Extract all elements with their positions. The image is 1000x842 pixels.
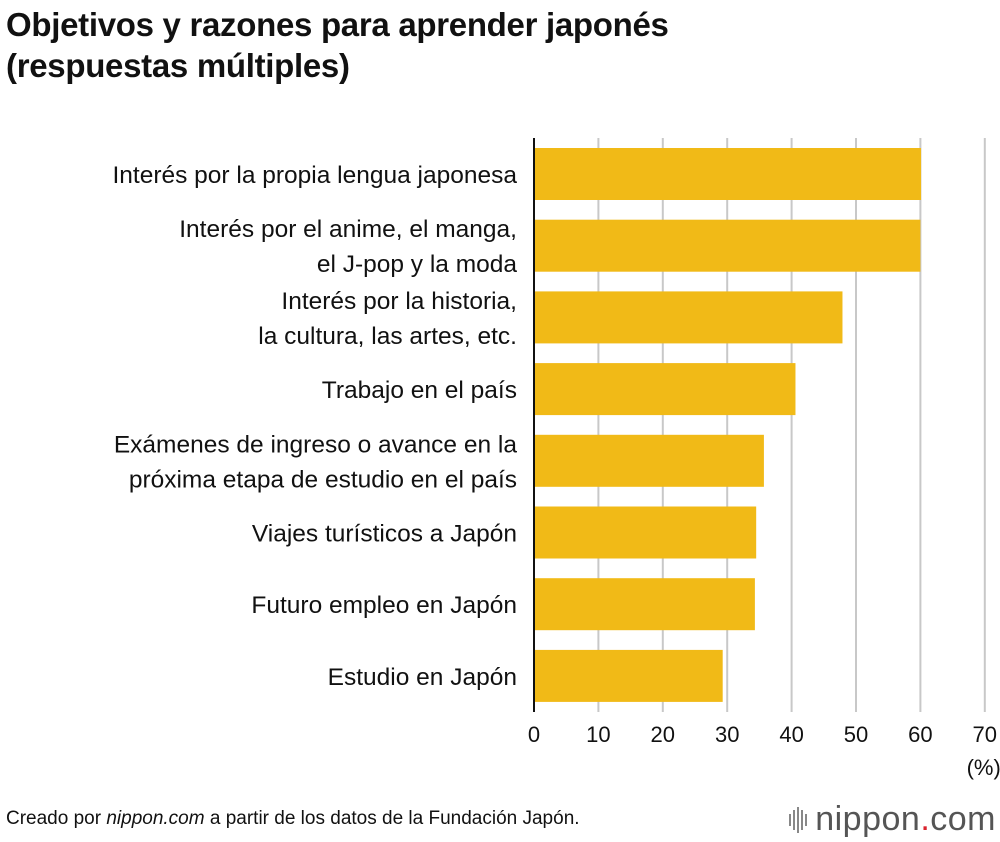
x-tick-70: 70 — [973, 722, 997, 747]
category-label-8-line-1: Estudio en Japón — [328, 664, 517, 691]
source-site: nippon.com — [106, 808, 205, 829]
category-label-3-line-1: Interés por la historia, — [281, 288, 517, 315]
x-tick-40: 40 — [779, 722, 803, 747]
bar-1 — [534, 148, 922, 200]
bar-4 — [534, 363, 796, 416]
brand-tld: com — [930, 800, 996, 838]
category-label-4-line-1: Trabajo en el país — [322, 377, 517, 404]
source-note: Creado por nippon.com a partir de los da… — [6, 808, 580, 830]
chart-title-line-2: (respuestas múltiples) — [6, 47, 350, 84]
bar-3 — [534, 291, 843, 344]
category-label-6-line-1: Viajes turísticos a Japón — [252, 521, 517, 548]
x-axis-unit: (%) — [967, 755, 1000, 780]
bar-8 — [534, 649, 723, 702]
source-suffix: a partir de los datos de la Fundación Ja… — [204, 808, 580, 829]
chart-title-line-1: Objetivos y razones para aprender japoné… — [6, 6, 669, 43]
x-tick-60: 60 — [908, 722, 932, 747]
category-label-1-line-1: Interés por la propia lengua japonesa — [112, 162, 517, 189]
x-tick-10: 10 — [586, 722, 610, 747]
brand-dot: . — [920, 800, 931, 838]
nippon-com-logo: nippon. com — [789, 800, 996, 839]
x-tick-0: 0 — [528, 722, 540, 747]
x-tick-labels: 0 10 20 30 40 50 60 70 — [528, 722, 997, 747]
category-label-5-line-1: Exámenes de ingreso o avance en la — [114, 431, 518, 458]
chart-title: Objetivos y razones para aprender japoné… — [6, 4, 669, 86]
bars — [534, 148, 922, 702]
bar-6 — [534, 506, 757, 559]
bar-5 — [534, 434, 764, 487]
category-label-2-line-1: Interés por el anime, el manga, — [179, 216, 517, 243]
bar-7 — [534, 578, 755, 631]
x-tick-50: 50 — [844, 722, 868, 747]
x-tick-20: 20 — [651, 722, 675, 747]
brand-name: nippon — [815, 800, 921, 838]
category-label-3-line-2: la cultura, las artes, etc. — [258, 323, 517, 350]
source-prefix: Creado por — [6, 808, 107, 829]
brand-bars-icon — [789, 806, 808, 833]
category-label-7-line-1: Futuro empleo en Japón — [251, 592, 517, 619]
category-label-2-line-2: el J-pop y la moda — [317, 251, 518, 278]
category-label-5-line-2: próxima etapa de estudio en el país — [129, 466, 517, 493]
bar-2 — [534, 219, 921, 272]
category-labels: Interés por la propia lengua japonesa Int… — [112, 162, 517, 691]
x-tick-30: 30 — [715, 722, 739, 747]
